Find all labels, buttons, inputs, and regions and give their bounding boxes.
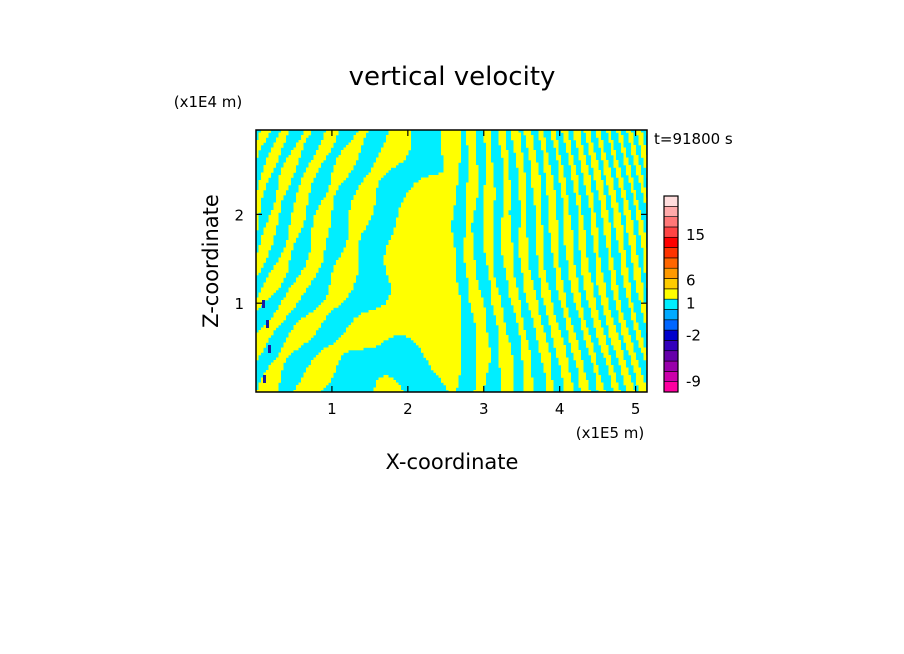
colorbar-segment xyxy=(663,319,679,331)
colorbar-segment xyxy=(663,278,679,290)
strong-downdraft xyxy=(262,300,265,308)
colorbar-segment xyxy=(663,267,679,279)
colorbar-segment xyxy=(663,236,679,248)
velocity-field xyxy=(256,130,647,392)
colorbar-segment xyxy=(663,329,679,341)
colorbar-segment xyxy=(663,226,679,238)
colorbar-label: 1 xyxy=(686,294,696,312)
x-tick-label: 3 xyxy=(479,400,489,418)
plot-frame xyxy=(255,129,648,393)
x-axis-title: X-coordinate xyxy=(386,450,519,474)
colorbar-label: -2 xyxy=(686,326,701,344)
x-tick-label: 2 xyxy=(403,400,413,418)
y-tick-label: 1 xyxy=(234,295,244,313)
y-unit-label: (x1E4 m) xyxy=(174,93,243,111)
colorbar-segment xyxy=(663,195,679,207)
x-tick-label: 1 xyxy=(327,400,337,418)
colorbar xyxy=(663,195,679,393)
plot-area xyxy=(256,130,647,392)
colorbar-segment xyxy=(663,371,679,382)
colorbar-segment xyxy=(663,288,679,300)
strong-downdraft xyxy=(263,375,266,383)
colorbar-label: 6 xyxy=(686,272,696,290)
colorbar-segment xyxy=(663,206,679,217)
strong-downdraft xyxy=(268,345,271,353)
x-axis: 1 2 3 4 5 xyxy=(327,130,640,418)
x-tick-label: 5 xyxy=(631,400,641,418)
colorbar-segment xyxy=(663,257,679,269)
strong-downdraft xyxy=(266,320,269,328)
colorbar-segment xyxy=(663,381,679,393)
colorbar-segment xyxy=(663,360,679,372)
time-label: t=91800 s xyxy=(654,130,733,148)
x-unit-label: (x1E5 m) xyxy=(576,424,645,442)
colorbar-label: -9 xyxy=(686,373,701,391)
colorbar-segment xyxy=(663,309,679,321)
colorbar-segment xyxy=(663,298,679,310)
colorbar-segment xyxy=(663,340,679,352)
y-tick-label: 2 xyxy=(234,206,244,224)
colorbar-segment xyxy=(663,350,679,362)
x-tick-label: 4 xyxy=(555,400,565,418)
colorbar-segment xyxy=(663,247,679,259)
colorbar-frame xyxy=(663,195,679,393)
y-axis: 12 xyxy=(234,206,647,313)
y-axis-title: Z-coordinate xyxy=(199,194,223,328)
colorbar-labels: -9 -2 1 6 15 xyxy=(686,226,705,390)
chart-title: vertical velocity xyxy=(349,62,556,92)
colorbar-label: 15 xyxy=(686,226,705,244)
colorbar-segment xyxy=(663,216,679,228)
